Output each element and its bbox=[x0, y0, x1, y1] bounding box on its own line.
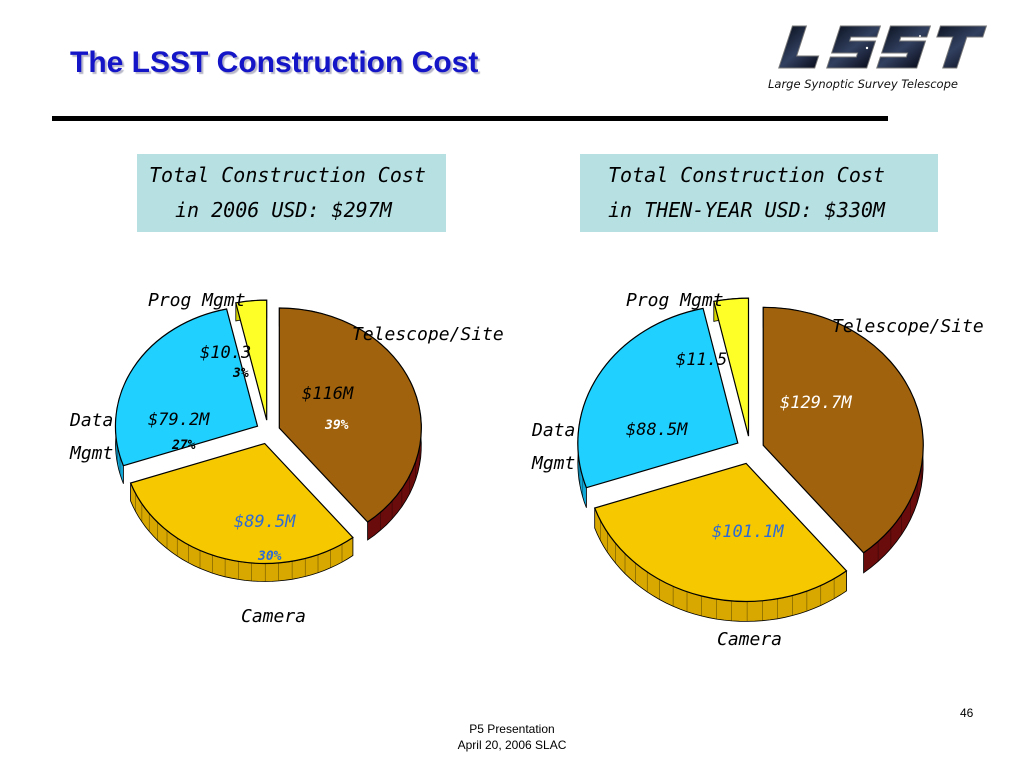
label-telescope-site: Telescope/Site bbox=[832, 316, 984, 337]
slice-data-mgmt bbox=[114, 308, 259, 467]
slice-prog-mgmt bbox=[713, 297, 750, 437]
label-mgmt: Mgmt bbox=[532, 453, 576, 474]
value-prog-mgmt: $11.5 bbox=[676, 350, 728, 370]
pct-telescope-site: 39% bbox=[325, 418, 349, 433]
label-camera: Camera bbox=[241, 606, 307, 627]
cost-box-line2: in 2006 USD: $297M bbox=[175, 198, 392, 222]
cost-box-line2: in THEN-YEAR USD: $330M bbox=[608, 198, 885, 222]
slice-camera bbox=[129, 442, 354, 565]
footer-line2: April 20, 2006 SLAC bbox=[457, 738, 567, 752]
slice-telescope-site bbox=[278, 307, 422, 523]
title-rule bbox=[52, 116, 888, 121]
pct-data-mgmt: 27% bbox=[172, 438, 196, 453]
label-telescope-site: Telescope/Site bbox=[352, 324, 504, 345]
label-data: Data bbox=[532, 420, 576, 441]
value-camera: $89.5M bbox=[234, 512, 296, 532]
cost-box-line1: Total Construction Cost bbox=[608, 163, 885, 187]
slice-data-mgmt bbox=[577, 307, 739, 489]
value-telescope-site: $129.7M bbox=[780, 393, 852, 413]
slide-title: The LSST Construction Cost bbox=[70, 46, 479, 79]
value-prog-mgmt: $10.3 bbox=[200, 343, 252, 363]
label-prog-mgmt: Prog Mgmt bbox=[148, 290, 246, 311]
cost-box-line1: Total Construction Cost bbox=[149, 163, 426, 187]
cost-box-2006: Total Construction Cost in 2006 USD: $29… bbox=[137, 154, 446, 232]
logo-caption: Large Synoptic Survey Telescope bbox=[768, 77, 958, 91]
value-data-mgmt: $79.2M bbox=[148, 410, 210, 430]
pie-1 bbox=[114, 299, 422, 582]
label-camera: Camera bbox=[717, 629, 783, 650]
value-camera: $101.1M bbox=[712, 522, 784, 542]
value-data-mgmt: $88.5M bbox=[626, 420, 688, 440]
label-prog-mgmt: Prog Mgmt bbox=[626, 290, 724, 311]
slice-telescope-site bbox=[762, 306, 924, 554]
cost-box-then-year: Total Construction Cost in THEN-YEAR USD… bbox=[580, 154, 938, 232]
value-telescope-site: $116M bbox=[302, 384, 354, 404]
pct-prog-mgmt: 3% bbox=[233, 366, 249, 381]
label-mgmt: Mgmt bbox=[70, 443, 114, 464]
pct-camera: 30% bbox=[258, 549, 282, 564]
page-number: 46 bbox=[960, 706, 974, 720]
lsst-logo bbox=[778, 25, 988, 69]
slice-prog-mgmt bbox=[235, 299, 268, 421]
slice-camera bbox=[593, 462, 848, 602]
pie-2 bbox=[577, 297, 924, 622]
label-data: Data bbox=[70, 410, 114, 431]
footer-line1: P5 Presentation bbox=[469, 722, 555, 736]
